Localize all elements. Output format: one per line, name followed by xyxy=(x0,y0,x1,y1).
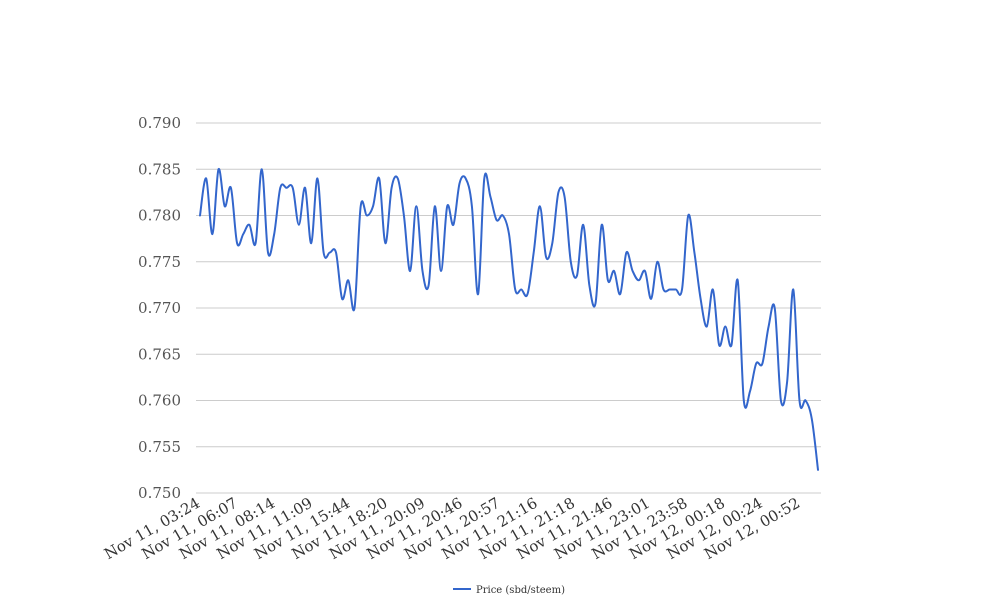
y-tick-label: 0.770 xyxy=(138,299,181,317)
legend[interactable]: Price (sbd/steem) xyxy=(453,585,565,596)
grid-lines xyxy=(196,122,821,494)
y-tick-label: 0.775 xyxy=(138,253,181,271)
y-tick-label: 0.765 xyxy=(138,345,181,363)
y-tick-label: 0.755 xyxy=(138,438,181,456)
y-tick-label: 0.790 xyxy=(138,114,181,132)
series-layer xyxy=(199,168,819,471)
y-tick-label: 0.780 xyxy=(138,207,181,225)
series-line-price[interactable] xyxy=(199,168,819,471)
y-tick-label: 0.750 xyxy=(138,484,181,502)
y-axis-ticks: 0.750 0.755 0.760 0.765 0.770 0.775 0.780 0.785… xyxy=(138,114,181,502)
y-tick-label: 0.760 xyxy=(138,392,181,410)
y-tick-label: 0.785 xyxy=(138,160,181,178)
legend-label: Price (sbd/steem) xyxy=(476,585,565,596)
